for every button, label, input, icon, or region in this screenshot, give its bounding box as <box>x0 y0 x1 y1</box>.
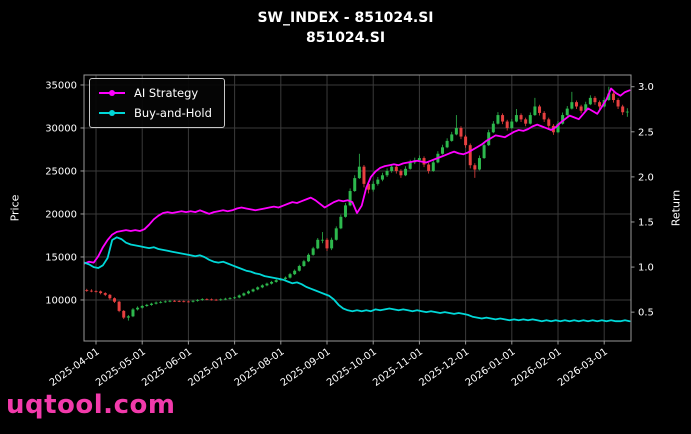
x-tick-label: 2025-06-01 <box>140 346 194 388</box>
x-tick-label: 2026-02-01 <box>510 346 564 388</box>
x-tick-label: 2025-08-01 <box>233 346 287 388</box>
price-axis-label: Price <box>8 194 22 222</box>
legend-item-buy-and-hold: Buy-and-Hold <box>99 106 212 120</box>
series-line-buy-and-hold <box>83 236 631 323</box>
x-tick-label: 2025-07-01 <box>186 346 240 388</box>
price-tick-label: 20000 <box>45 209 77 220</box>
x-tick-label: 2025-12-01 <box>417 346 471 388</box>
candlestick-series <box>85 86 629 321</box>
price-tick-label: 30000 <box>45 123 77 134</box>
buy-and-hold-line-icon <box>99 109 125 117</box>
ai-strategy-line-icon <box>99 89 125 97</box>
return-tick-label: 1.0 <box>638 263 654 274</box>
x-tick-label: 2026-03-01 <box>556 346 610 388</box>
return-tick-label: 2.0 <box>638 172 654 183</box>
plot-border <box>83 74 632 342</box>
x-tick-label: 2025-04-01 <box>48 346 102 388</box>
legend: AI Strategy Buy-and-Hold <box>89 78 225 128</box>
return-tick-label: 0.5 <box>638 308 654 319</box>
legend-item-ai-strategy: AI Strategy <box>99 86 212 100</box>
return-tick-label: 3.0 <box>638 82 654 93</box>
x-tick-label: 2025-05-01 <box>94 346 148 388</box>
return-axis-label: Return <box>669 189 683 227</box>
chart-subtitle: 851024.SI <box>305 30 386 47</box>
series-line-ai-strategy <box>83 87 631 265</box>
gridlines <box>84 75 631 341</box>
x-tick-label: 2025-09-01 <box>279 346 333 388</box>
price-tick-label: 35000 <box>45 80 77 91</box>
return-tick-label: 2.5 <box>638 127 654 138</box>
legend-label-buy-and-hold: Buy-and-Hold <box>134 106 212 120</box>
title-block: SW_INDEX - 851024.SI 851024.SI <box>0 8 691 49</box>
watermark: uqtool.com <box>6 390 176 420</box>
legend-label-ai-strategy: AI Strategy <box>134 86 199 100</box>
return-tick-label: 1.5 <box>638 217 654 228</box>
x-tick-label: 2025-10-01 <box>325 346 379 388</box>
price-tick-label: 15000 <box>45 252 77 263</box>
x-tick-label: 2025-11-01 <box>371 346 425 388</box>
price-tick-label: 25000 <box>45 166 77 177</box>
price-tick-label: 10000 <box>45 295 77 306</box>
chart-title: SW_INDEX - 851024.SI <box>257 10 434 26</box>
x-tick-label: 2026-01-01 <box>464 346 518 388</box>
